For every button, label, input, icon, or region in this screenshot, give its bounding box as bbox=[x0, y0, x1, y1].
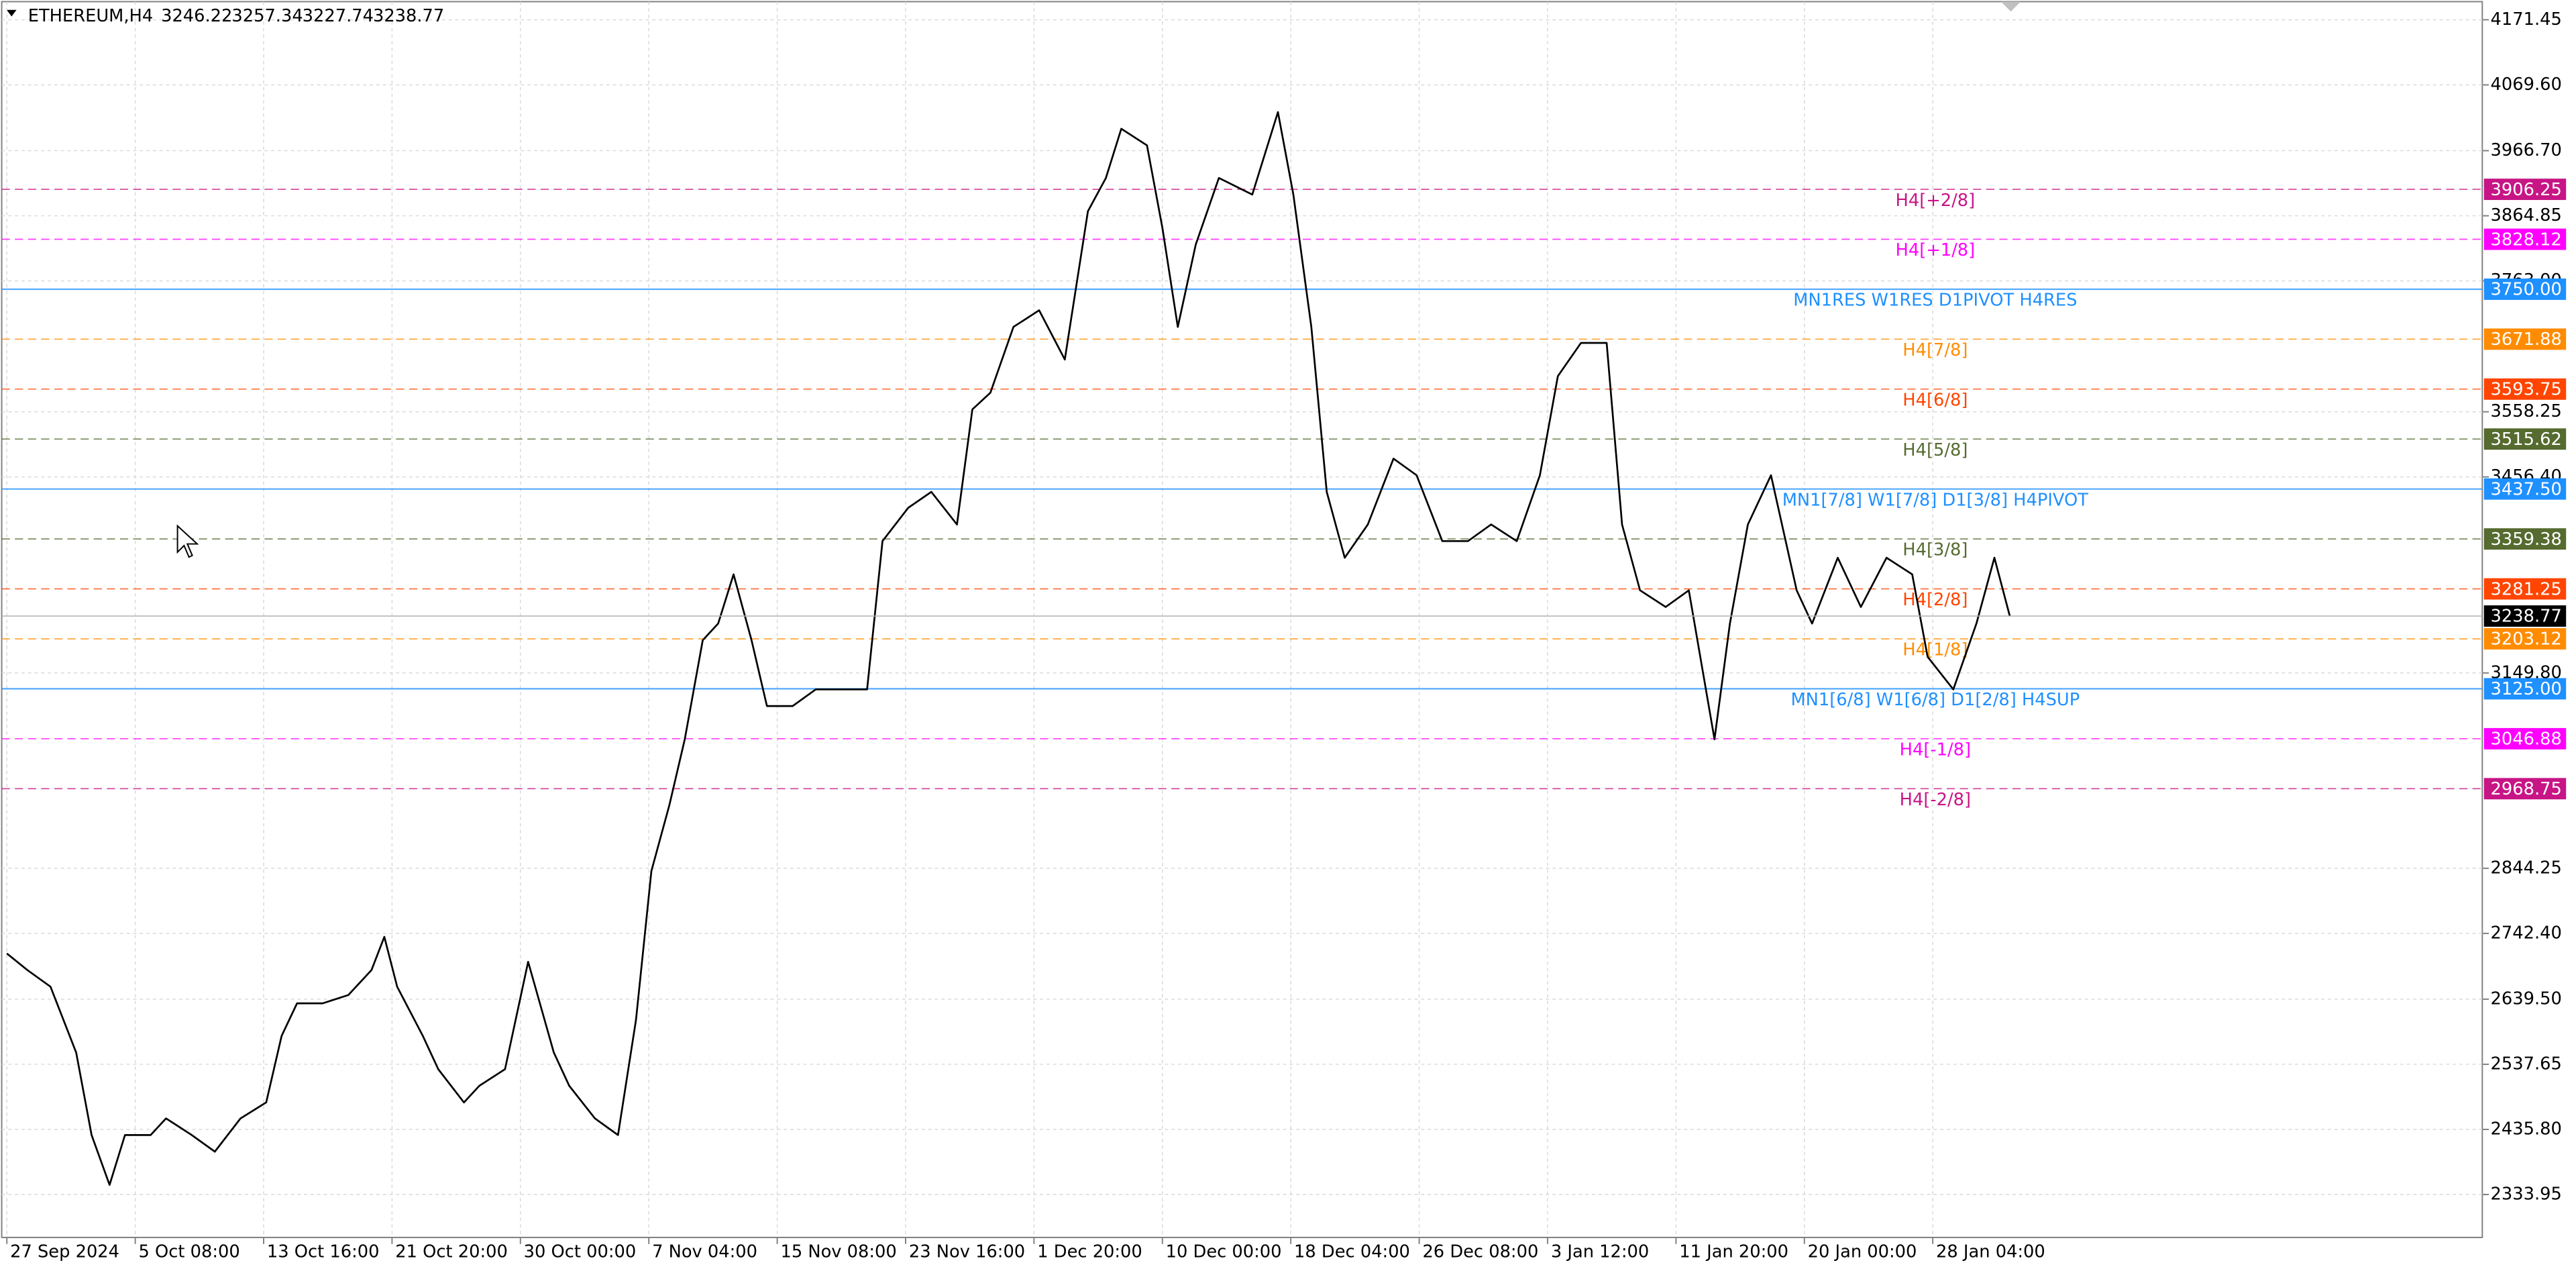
price-tag-label: 3906.25 bbox=[2491, 180, 2562, 200]
x-tick-label: 30 Oct 00:00 bbox=[524, 1242, 637, 1262]
level-label: H4[+2/8] bbox=[1896, 191, 1976, 211]
level-label: H4[+1/8] bbox=[1896, 240, 1976, 260]
x-tick-label: 21 Oct 20:00 bbox=[395, 1242, 508, 1262]
y-tick-label: 3864.85 bbox=[2491, 205, 2562, 225]
x-tick-label: 10 Dec 00:00 bbox=[1166, 1242, 1282, 1262]
x-tick-label: 28 Jan 04:00 bbox=[1936, 1242, 2045, 1262]
price-tag-label: 3515.62 bbox=[2491, 429, 2562, 450]
level-label: MN1[7/8] W1[7/8] D1[3/8] H4PIVOT bbox=[1782, 490, 2089, 510]
level-label: H4[-1/8] bbox=[1900, 740, 1971, 760]
level-label: H4[-2/8] bbox=[1900, 790, 1971, 810]
price-tag-label: 3750.00 bbox=[2491, 280, 2562, 300]
price-tag bbox=[2483, 578, 2567, 600]
x-tick-label: 13 Oct 16:00 bbox=[267, 1242, 380, 1262]
y-tick-label: 3966.70 bbox=[2491, 140, 2562, 160]
ohlc-value: 3238.77 bbox=[373, 6, 444, 26]
y-tick-label: 2639.50 bbox=[2491, 988, 2562, 1009]
y-tick-label: 4069.60 bbox=[2491, 74, 2562, 95]
price-tag bbox=[2483, 228, 2567, 250]
price-tag bbox=[2483, 628, 2567, 650]
level-label: MN1RES W1RES D1PIVOT H4RES bbox=[1793, 291, 2077, 311]
ohlc-value: 3246.22 bbox=[161, 6, 232, 26]
plot-frame bbox=[1, 1, 2483, 1238]
y-tick-label: 2333.95 bbox=[2491, 1184, 2562, 1205]
ohlc-value: 3257.34 bbox=[231, 6, 303, 26]
shift-marker[interactable] bbox=[2000, 1, 2021, 12]
price-tag bbox=[2483, 179, 2567, 201]
price-tag-label: 3281.25 bbox=[2491, 579, 2562, 599]
x-tick-label: 23 Nov 16:00 bbox=[909, 1242, 1025, 1262]
level-label: MN1[6/8] W1[6/8] D1[2/8] H4SUP bbox=[1790, 690, 2080, 710]
ohlc-value: 3227.74 bbox=[303, 6, 374, 26]
price-tag bbox=[2483, 428, 2567, 450]
level-label: H4[5/8] bbox=[1902, 440, 1968, 460]
price-tag-label: 3359.38 bbox=[2491, 529, 2562, 550]
x-tick-label: 26 Dec 08:00 bbox=[1422, 1242, 1538, 1262]
menu-arrow[interactable] bbox=[6, 9, 17, 17]
price-tag bbox=[2483, 528, 2567, 550]
level-label: H4[2/8] bbox=[1902, 590, 1968, 610]
current-price-label: 3238.77 bbox=[2491, 607, 2562, 627]
price-tag bbox=[2483, 278, 2567, 300]
price-tag bbox=[2483, 778, 2567, 800]
x-tick-label: 27 Sep 2024 bbox=[10, 1242, 119, 1262]
y-tick-label: 3558.25 bbox=[2491, 401, 2562, 421]
price-tag-label: 3203.12 bbox=[2491, 629, 2562, 650]
x-tick-label: 5 Oct 08:00 bbox=[139, 1242, 240, 1262]
level-label: H4[6/8] bbox=[1902, 390, 1968, 410]
x-tick-label: 11 Jan 20:00 bbox=[1679, 1242, 1788, 1262]
price-tag-label: 3046.88 bbox=[2491, 729, 2562, 750]
y-tick-label: 2742.40 bbox=[2491, 923, 2562, 943]
price-tag bbox=[2483, 478, 2567, 500]
symbol-title: ETHEREUM,H4 bbox=[28, 6, 153, 26]
y-tick-label: 2435.80 bbox=[2491, 1119, 2562, 1139]
mouse-cursor bbox=[176, 524, 199, 558]
x-tick-label: 15 Nov 08:00 bbox=[780, 1242, 896, 1262]
price-tag bbox=[2483, 678, 2567, 700]
price-tag-label: 3593.75 bbox=[2491, 380, 2562, 400]
y-tick-label: 2537.65 bbox=[2491, 1054, 2562, 1074]
y-tick-label: 4171.45 bbox=[2491, 9, 2562, 30]
x-tick-label: 18 Dec 04:00 bbox=[1294, 1242, 1410, 1262]
x-tick-label: 3 Jan 12:00 bbox=[1551, 1242, 1649, 1262]
y-tick-label: 2844.25 bbox=[2491, 858, 2562, 878]
price-tag-label: 3671.88 bbox=[2491, 329, 2562, 350]
price-line bbox=[6, 111, 2011, 1186]
price-tag-label: 3828.12 bbox=[2491, 230, 2562, 250]
level-label: H4[3/8] bbox=[1902, 540, 1968, 560]
current-price-tag bbox=[2483, 605, 2567, 627]
x-tick-label: 20 Jan 00:00 bbox=[1808, 1242, 1917, 1262]
ohlc-values: 3246.22 3257.34 3227.74 3238.77 bbox=[161, 6, 444, 26]
level-label: H4[1/8] bbox=[1902, 640, 1968, 660]
price-tag-label: 3437.50 bbox=[2491, 479, 2562, 499]
level-label: H4[7/8] bbox=[1902, 340, 1968, 360]
price-tag bbox=[2483, 727, 2567, 750]
price-tag bbox=[2483, 378, 2567, 400]
x-tick-label: 1 Dec 20:00 bbox=[1037, 1242, 1142, 1262]
price-tag-label: 2968.75 bbox=[2491, 779, 2562, 799]
price-tag bbox=[2483, 328, 2567, 350]
price-tag-label: 3125.00 bbox=[2491, 679, 2562, 699]
x-tick-label: 7 Nov 04:00 bbox=[652, 1242, 757, 1262]
